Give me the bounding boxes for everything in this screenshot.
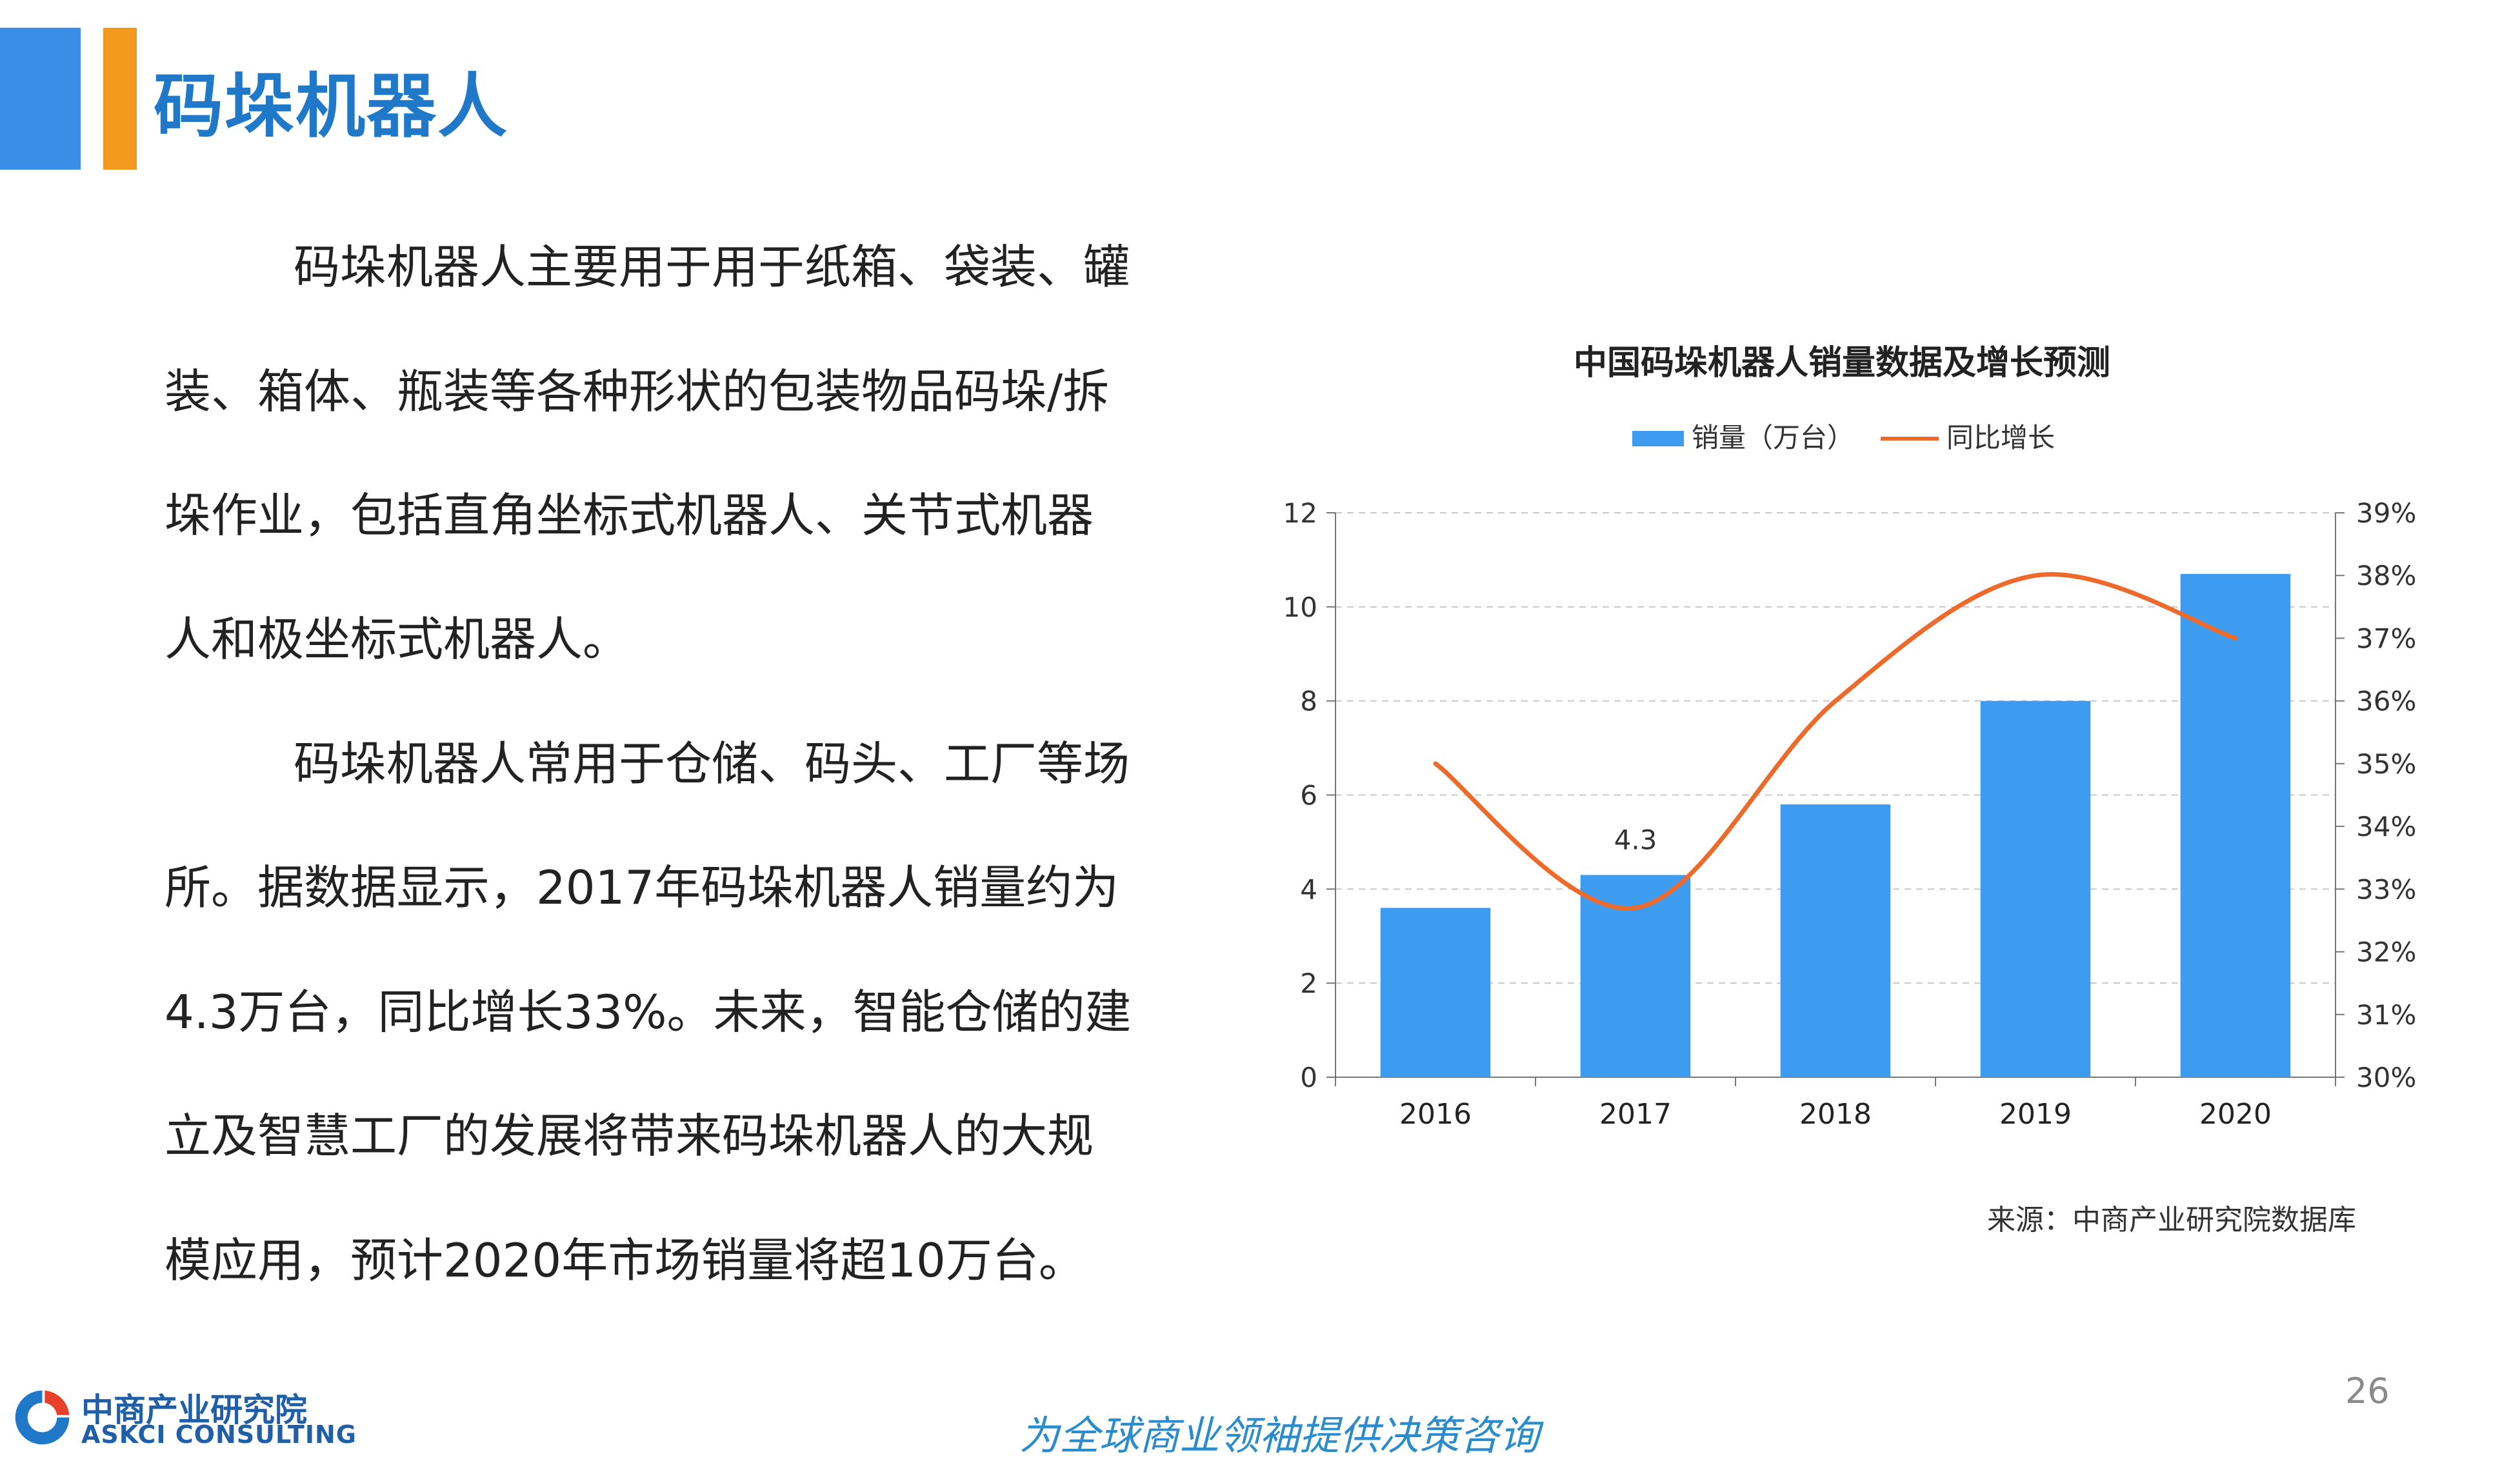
askci-logo-icon <box>15 1390 70 1445</box>
right-tick-label: 39% <box>2356 497 2416 529</box>
right-tick-label: 37% <box>2356 622 2416 654</box>
paragraph-line-1: 码垛机器人主要用于用于纸箱、袋装、罐 <box>294 240 1130 294</box>
x-tick-label: 2019 <box>1999 1098 2072 1131</box>
paragraph-line-5: 码垛机器人常用于仓储、码头、工厂等场 <box>294 737 1130 791</box>
bar-2016 <box>1380 908 1491 1077</box>
legend-bar-swatch <box>1632 431 1684 446</box>
x-tick-label: 2016 <box>1399 1098 1472 1131</box>
legend-bar-label: 销量（万台） <box>1692 422 1854 453</box>
left-tick-label: 6 <box>1300 780 1317 811</box>
left-tick-label: 10 <box>1283 591 1317 623</box>
left-tick-label: 12 <box>1283 497 1317 529</box>
right-tick-label: 30% <box>2356 1062 2416 1093</box>
x-tick-label: 2020 <box>2199 1098 2272 1131</box>
chart-title: 中国码垛机器人销量数据及增长预测 <box>1574 344 2110 383</box>
left-tick-label: 8 <box>1300 686 1317 717</box>
left-tick-label: 4 <box>1300 873 1317 905</box>
chart-source: 来源：中商产业研究院数据库 <box>1987 1204 2356 1237</box>
page-number: 26 <box>2345 1371 2390 1411</box>
right-tick-label: 31% <box>2356 999 2416 1031</box>
left-tick-label: 0 <box>1300 1062 1317 1093</box>
legend-line-label: 同比增长 <box>1946 422 2055 453</box>
paragraph-line-3: 垛作业，包括直角坐标式机器人、关节式机器 <box>165 488 1094 542</box>
left-tick-label: 2 <box>1300 968 1317 999</box>
paragraph-line-2: 装、箱体、瓶装等各种形状的包装物品码垛/拆 <box>165 364 1110 419</box>
right-tick-label: 35% <box>2356 748 2416 780</box>
right-tick-label: 33% <box>2356 873 2416 905</box>
bar-2019 <box>1980 701 2091 1077</box>
right-tick-label: 34% <box>2356 811 2416 842</box>
company-logo: 中商产业研究院 ASKCI CONSULTING <box>12 1387 356 1449</box>
bar-2020 <box>2180 573 2291 1077</box>
x-tick-label: 2018 <box>1799 1098 1872 1131</box>
paragraph-line-4: 人和极坐标式机器人。 <box>165 612 630 666</box>
right-tick-label: 36% <box>2356 686 2416 717</box>
growth-line <box>1433 572 2238 911</box>
page-title: 码垛机器人 <box>154 66 509 147</box>
x-tick-label: 2017 <box>1599 1098 1672 1131</box>
title-accent-orange-bar <box>103 28 137 170</box>
right-tick-label: 32% <box>2356 937 2416 968</box>
paragraph-line-7: 4.3万台，同比增长33%。未来，智能仓储的建 <box>165 985 1132 1039</box>
right-tick-label: 38% <box>2356 560 2416 591</box>
logo-chinese-name: 中商产业研究院 <box>81 1391 307 1429</box>
footer-slogan: 为全球商业领袖提供决策咨询 <box>1019 1412 1540 1459</box>
bar-2018 <box>1780 804 1891 1077</box>
data-label: 4.3 <box>1614 824 1657 855</box>
bar-2017 <box>1580 875 1691 1077</box>
logo-english-name: ASKCI CONSULTING <box>81 1420 357 1449</box>
paragraph-line-8: 立及智慧工厂的发展将带来码垛机器人的大规 <box>165 1109 1094 1163</box>
title-accent-blue-bar <box>0 28 81 170</box>
paragraph-line-6: 所。据数据显示，2017年码垛机器人销量约为 <box>165 860 1119 915</box>
paragraph-line-9: 模应用，预计2020年市场销量将超10万台。 <box>165 1233 1085 1287</box>
